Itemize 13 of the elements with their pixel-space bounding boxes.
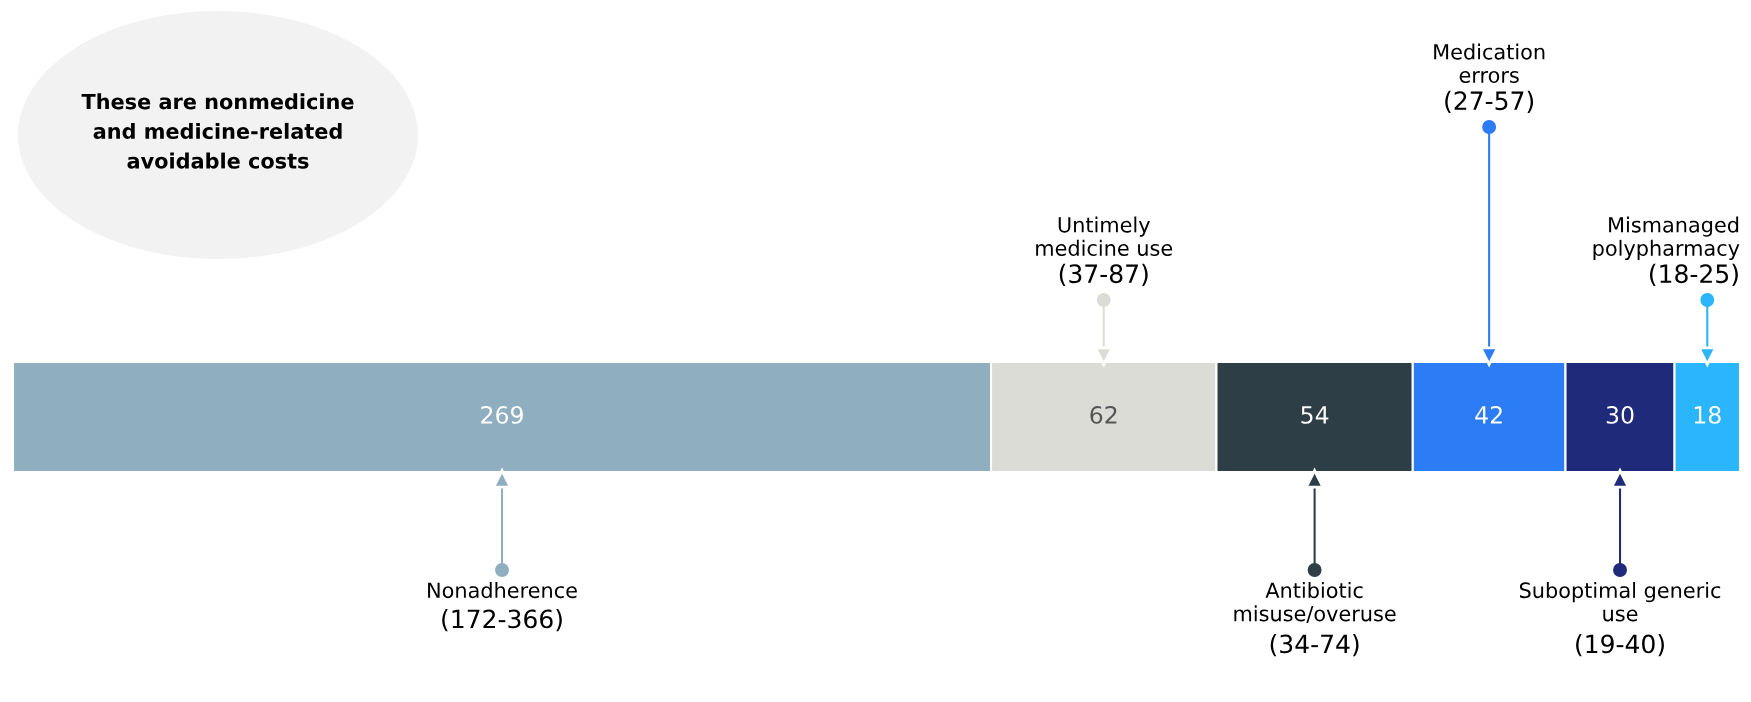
data-label: 269 [481,405,523,424]
data-label: 54 [1301,406,1329,424]
text: Untimely medicine use (37-87) [1036,216,1173,287]
text: Medication errors (27-57) [1434,43,1545,114]
text: Mismanaged polypharmacy (18-25) [1593,216,1740,287]
data-label: 42 [1475,405,1502,424]
text: Antibiotic misuse/overuse (34-74) [1234,582,1396,657]
data-label: 18 [1694,405,1721,424]
data-label: 30 [1606,405,1634,424]
text: These are nonmedicine and medicine-related avoidable costs [81,93,354,169]
text: Nonadherence (172-366) [428,582,577,632]
data-label: 62 [1090,405,1117,424]
text: Suboptimal generic use (19-40) [1519,582,1721,657]
